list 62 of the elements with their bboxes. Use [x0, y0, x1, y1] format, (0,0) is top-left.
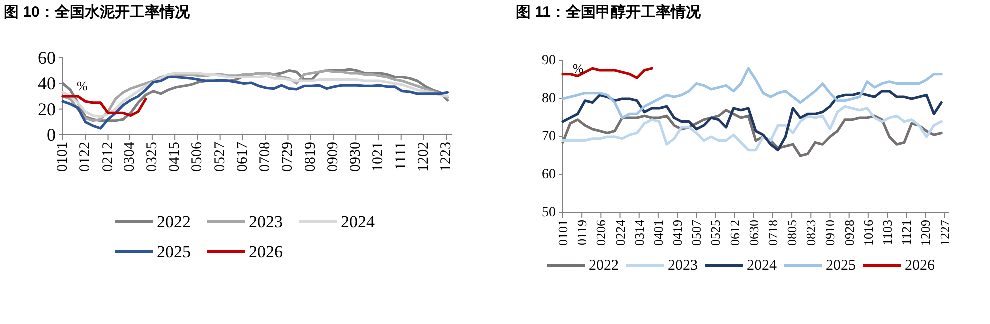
x-tick-label: 1209 [918, 220, 934, 246]
y-tick-label: 40 [38, 74, 56, 94]
chart-title: 图 10：全国水泥开工率情况 [4, 3, 191, 21]
x-tick-label: 0415 [167, 142, 184, 172]
annotation: % [77, 78, 88, 94]
x-tick-label: 0630 [746, 220, 762, 246]
x-tick-label: 1227 [937, 220, 952, 246]
legend-label: 2023 [249, 212, 283, 232]
x-tick-label: 0304 [122, 142, 138, 172]
x-tick-label: 1103 [880, 220, 895, 246]
y-tick-label: 0 [47, 125, 56, 145]
x-tick-label: 0325 [144, 142, 160, 172]
x-tick-label: 0525 [708, 220, 724, 246]
x-tick-label: 0909 [325, 142, 342, 172]
x-tick-label: 1202 [416, 142, 432, 172]
y-tick-label: 60 [542, 168, 556, 182]
x-tick-label: 0401 [650, 220, 666, 246]
legend-label: 2026 [249, 242, 283, 262]
annotation: % [573, 61, 584, 76]
x-tick-label: 0314 [632, 220, 647, 246]
y-tick-label: 20 [38, 99, 56, 120]
x-tick-label: 0708 [258, 142, 274, 172]
x-tick-label: 0119 [574, 220, 590, 246]
y-tick-label: 80 [542, 92, 556, 106]
x-tick-label: 0729 [280, 142, 296, 172]
legend-label: 2024 [747, 258, 778, 274]
x-tick-label: 0928 [842, 220, 857, 246]
legend-label: 2025 [826, 258, 856, 274]
y-tick-label: 60 [38, 48, 56, 68]
y-tick-label: 50 [542, 206, 556, 220]
x-tick-label: 0212 [100, 142, 116, 172]
x-tick-label: 0819 [302, 142, 319, 172]
y-tick-label: 70 [542, 130, 556, 144]
x-tick-label: 1021 [370, 142, 387, 172]
x-tick-label: 0101 [556, 220, 570, 246]
legend-label: 2022 [157, 212, 191, 232]
x-tick-label: 0419 [670, 220, 686, 246]
legend-label: 2024 [341, 212, 376, 232]
legend-label: 2025 [157, 242, 191, 262]
x-tick-label: 0910 [822, 220, 838, 246]
x-tick-label: 0718 [765, 220, 780, 246]
x-tick-label: 1121 [899, 220, 914, 246]
x-tick-label: 1223 [438, 142, 455, 172]
x-tick-label: 0823 [804, 220, 819, 246]
y-tick-label: 90 [542, 54, 556, 68]
x-tick-label: 0101 [55, 142, 71, 172]
x-tick-label: 0617 [234, 142, 251, 172]
x-tick-label: 0224 [612, 220, 628, 246]
x-tick-label: 0506 [190, 142, 206, 172]
x-tick-label: 0930 [348, 142, 364, 172]
x-tick-label: 0122 [78, 142, 94, 172]
legend-label: 2023 [668, 258, 698, 274]
chart-title: 图 11：全国甲醇开工率情况 [516, 3, 702, 21]
x-tick-label: 0206 [594, 220, 609, 246]
x-tick-label: 0612 [727, 220, 742, 246]
x-tick-label: 1111 [393, 142, 410, 170]
x-tick-label: 0805 [784, 220, 800, 246]
legend-label: 2026 [905, 258, 936, 274]
x-tick-label: 0507 [689, 220, 704, 246]
x-tick-label: 0527 [212, 142, 228, 172]
legend-label: 2022 [589, 258, 619, 274]
x-tick-label: 1016 [860, 220, 876, 246]
